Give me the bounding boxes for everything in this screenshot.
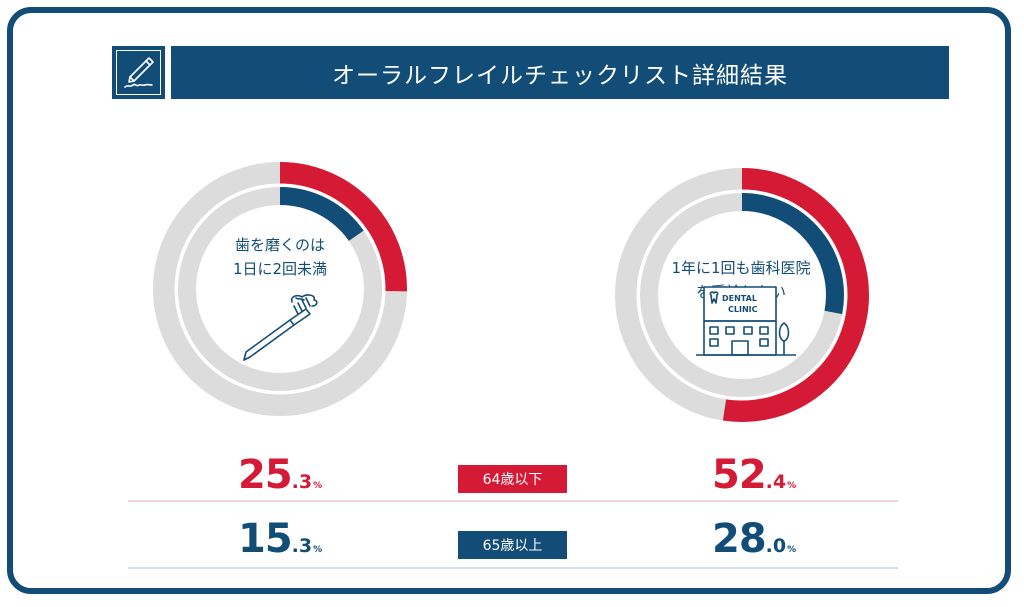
value-unit: % (313, 545, 323, 555)
divider-blue (128, 567, 898, 569)
value-right-under64: 52.4% (712, 452, 796, 498)
divider-red (128, 500, 898, 502)
value-dec: .3 (291, 535, 313, 557)
value-dec: .0 (765, 535, 787, 557)
donut-segment-over65 (741, 193, 844, 315)
value-unit: % (313, 481, 323, 491)
page-title: オーラルフレイルチェックリスト詳細結果 (171, 46, 949, 99)
donut-segment-over65 (279, 187, 364, 242)
donut-left-label-line1: 歯を磨くのは (234, 236, 325, 254)
header-icon-box (112, 46, 165, 99)
value-int: 52 (712, 452, 767, 498)
value-unit: % (787, 545, 797, 555)
badge-over65: 65歳以上 (458, 531, 567, 559)
donut-segment-under64 (279, 162, 407, 292)
dental-clinic-icon: DENTAL CLINIC (696, 286, 796, 356)
clinic-sign-line1: DENTAL (722, 294, 757, 303)
outer-frame (7, 7, 1011, 594)
donut-left-label-line2: 1日に2回未満 (232, 260, 328, 278)
pen-signature-icon (124, 57, 154, 88)
value-left-under64: 25.3% (238, 452, 322, 498)
toothbrush-icon (243, 294, 318, 361)
value-dec: .4 (765, 471, 787, 493)
donut-ring-separator (174, 183, 386, 395)
value-int: 25 (238, 452, 293, 498)
value-dec: .3 (291, 471, 313, 493)
donut-ring-separator (636, 189, 848, 401)
value-int: 28 (712, 516, 767, 562)
badge-under64: 64歳以下 (458, 465, 567, 493)
donut-left-label: 歯を磨くのは 1日に2回未満 (200, 233, 360, 281)
value-left-over65: 15.3% (238, 516, 322, 562)
value-right-over65: 28.0% (712, 516, 796, 562)
value-int: 15 (238, 516, 293, 562)
donut-segment-under64 (722, 168, 869, 422)
clinic-sign-line2: CLINIC (728, 305, 758, 314)
donut-right-label-line1: 1年に1回も歯科医院 (671, 259, 811, 277)
value-unit: % (787, 481, 797, 491)
